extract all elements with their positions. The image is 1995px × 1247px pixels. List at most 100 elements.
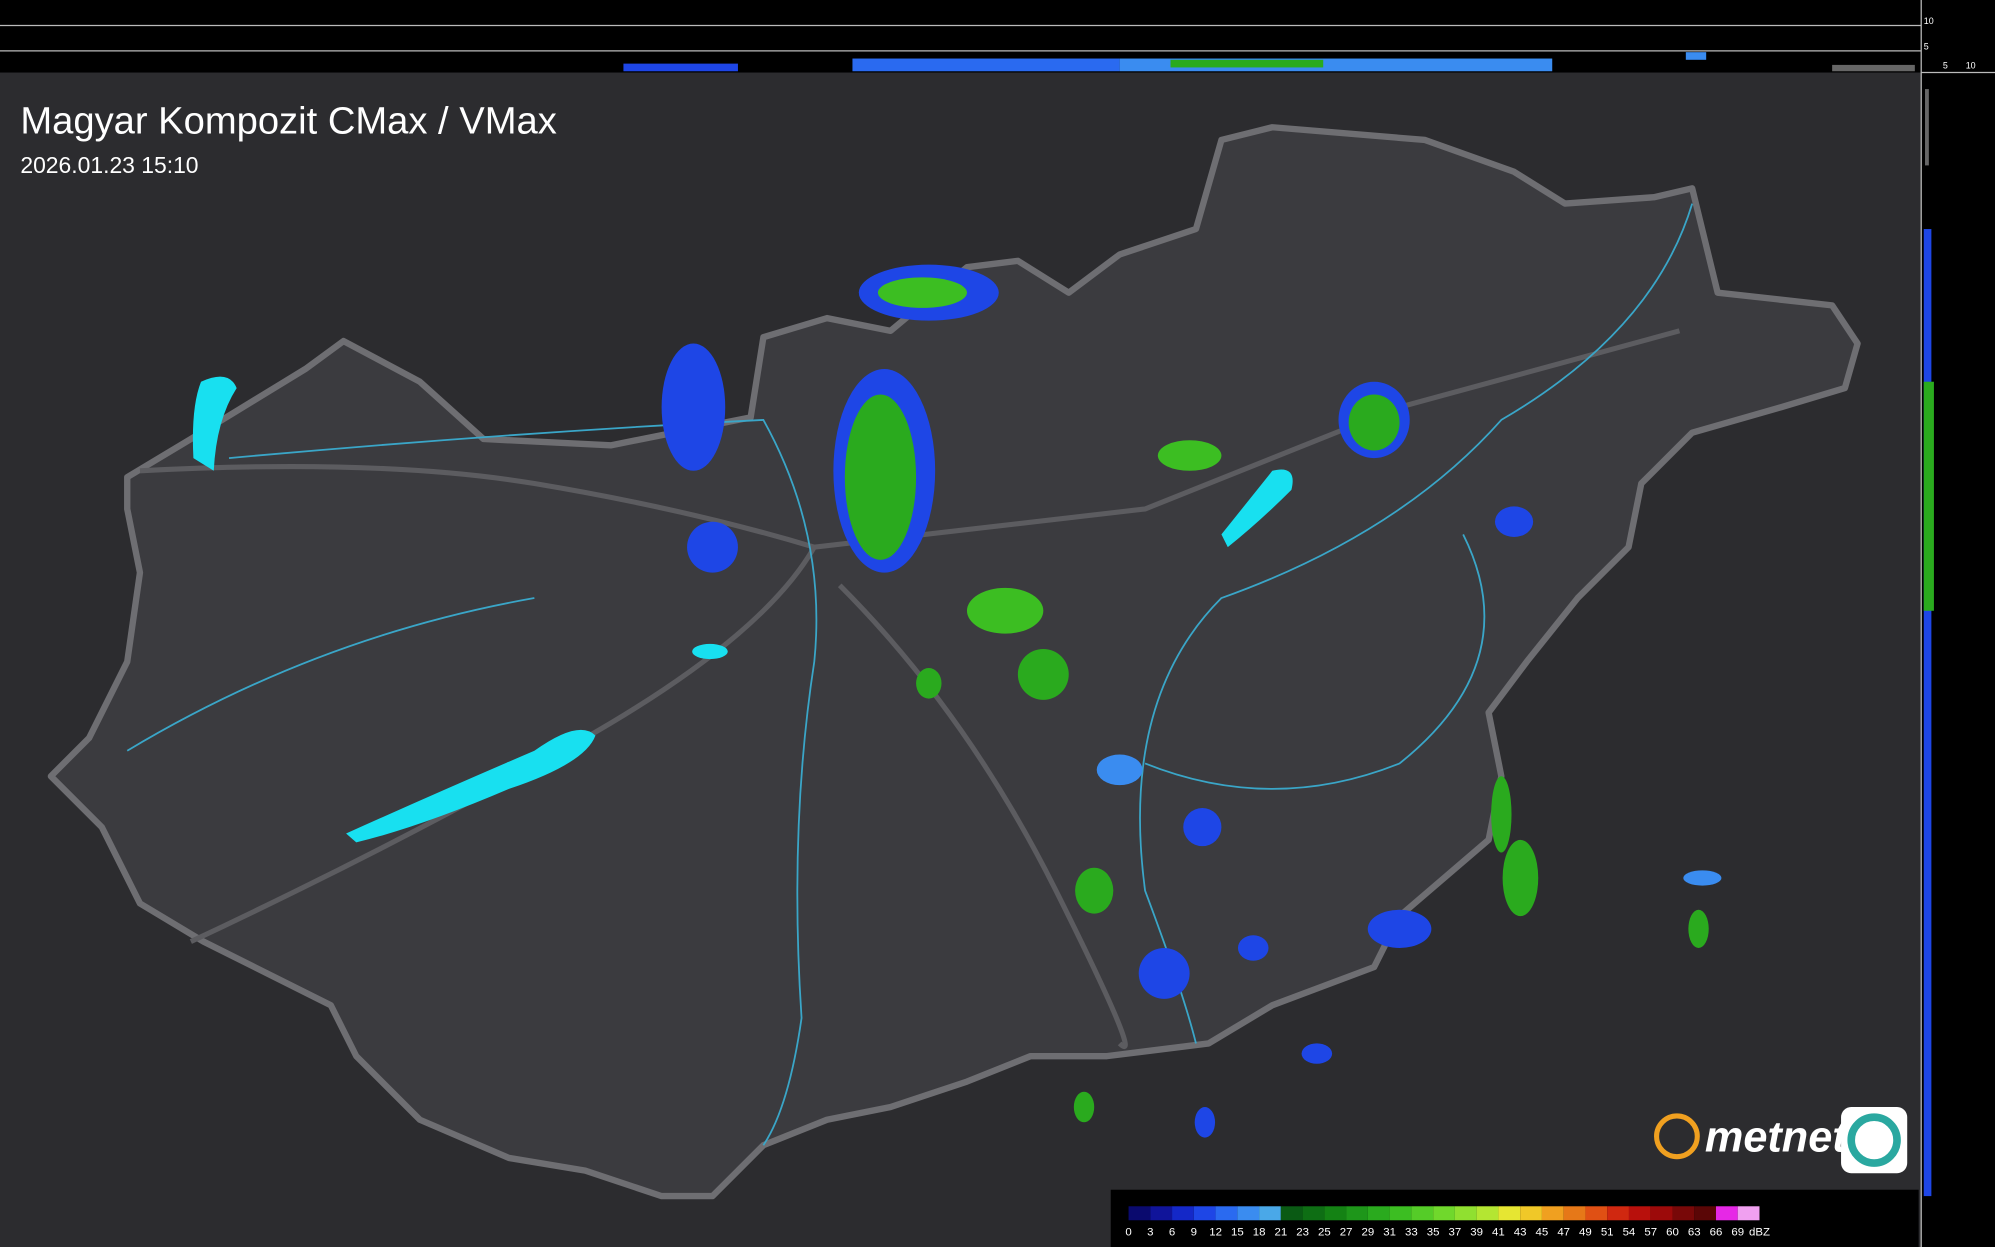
logo-text: metnet xyxy=(1705,1114,1848,1162)
echo xyxy=(1491,776,1512,853)
echo xyxy=(1494,506,1534,537)
road xyxy=(837,583,1128,1050)
echo xyxy=(1688,909,1709,948)
road xyxy=(139,328,1681,550)
legend-label: 63 xyxy=(1688,1227,1701,1239)
legend-swatch xyxy=(1585,1206,1608,1221)
legend-swatch xyxy=(1650,1206,1673,1221)
echo xyxy=(1301,1043,1333,1064)
logo: metnet xyxy=(1654,1107,1908,1174)
echo xyxy=(1194,1107,1216,1138)
echo-profile xyxy=(1923,229,1932,1197)
echo xyxy=(1096,754,1143,786)
echo xyxy=(916,668,942,699)
logo-swirl xyxy=(1847,1113,1901,1167)
legend-label: 54 xyxy=(1623,1227,1636,1239)
profile-label: 10 xyxy=(1966,61,1976,71)
echo xyxy=(1367,909,1432,948)
legend-label: 35 xyxy=(1427,1227,1440,1239)
legend-swatch xyxy=(1324,1206,1347,1221)
profile-label: 10 xyxy=(1924,16,1934,26)
echo xyxy=(1348,394,1400,451)
river xyxy=(228,418,818,1146)
legend-swatch xyxy=(1193,1206,1216,1221)
echo xyxy=(1017,648,1069,700)
echo-profile xyxy=(1685,52,1707,60)
legend-label: 15 xyxy=(1231,1227,1244,1239)
legend-swatch xyxy=(1411,1206,1434,1221)
legend-swatch xyxy=(1672,1206,1695,1221)
echo xyxy=(1683,870,1722,886)
river xyxy=(1144,534,1486,790)
legend-swatch xyxy=(1172,1206,1194,1221)
echo xyxy=(1157,440,1222,471)
legend-label: 41 xyxy=(1492,1227,1505,1239)
legend-label: 49 xyxy=(1579,1227,1592,1239)
echo-profile xyxy=(1925,89,1929,166)
legend-swatch xyxy=(1367,1206,1390,1221)
legend-swatch xyxy=(1715,1206,1738,1221)
legend-swatch xyxy=(1215,1206,1238,1221)
legend-swatch xyxy=(1498,1206,1521,1221)
legend-label: 0 xyxy=(1125,1227,1131,1239)
logo-sun xyxy=(1654,1113,1700,1160)
legend-swatch xyxy=(1389,1206,1412,1221)
legend-swatch xyxy=(1150,1206,1173,1221)
timestamp: 2026.01.23 15:10 xyxy=(20,152,198,178)
lake xyxy=(346,729,596,843)
legend-swatch xyxy=(1541,1206,1564,1221)
echo xyxy=(1183,808,1222,847)
legend-scale: 0 3 6 9 12 15 18 21 23 25 27 29 31 33 35 37 39 41 43 45 47 49… xyxy=(1125,1206,1770,1239)
legend-swatch xyxy=(1607,1206,1629,1221)
rivers xyxy=(126,203,1694,1146)
legend-swatch xyxy=(1737,1206,1760,1221)
echo-profile xyxy=(1832,64,1915,72)
echo xyxy=(877,277,967,308)
river xyxy=(1139,203,1694,1044)
legend-label: 25 xyxy=(1318,1227,1331,1239)
legend-label: 6 xyxy=(1169,1227,1175,1239)
river xyxy=(126,597,535,752)
legend-label: 45 xyxy=(1536,1227,1549,1239)
legend-label: 43 xyxy=(1514,1227,1527,1239)
echo xyxy=(1138,947,1190,999)
title: Magyar Kompozit CMax / VMax xyxy=(20,100,556,143)
lake xyxy=(192,376,237,471)
top-profile xyxy=(623,52,1915,72)
legend-label: 39 xyxy=(1470,1227,1483,1239)
legend-label: 69 xyxy=(1731,1227,1744,1239)
right-profile xyxy=(1923,89,1934,1197)
lake xyxy=(692,643,728,660)
echo-profile xyxy=(852,58,1120,72)
echo xyxy=(1075,867,1114,914)
legend-label: 31 xyxy=(1383,1227,1396,1239)
lake xyxy=(1221,469,1293,548)
echo-profile xyxy=(1170,59,1324,68)
legend-label: 9 xyxy=(1191,1227,1197,1239)
legend-swatch xyxy=(1346,1206,1368,1221)
legend-swatch xyxy=(1302,1206,1325,1221)
echo xyxy=(844,394,917,560)
legend-swatch xyxy=(1128,1206,1151,1221)
echo xyxy=(1237,935,1269,961)
echo xyxy=(661,343,726,471)
profile-label: 5 xyxy=(1924,42,1929,52)
legend-label: 60 xyxy=(1666,1227,1679,1239)
legend-label: 37 xyxy=(1449,1227,1462,1239)
legend-label: 12 xyxy=(1209,1227,1222,1239)
legend-label: 66 xyxy=(1710,1227,1723,1239)
legend-swatch xyxy=(1520,1206,1542,1221)
legend-label: 29 xyxy=(1362,1227,1375,1239)
legend-label: 23 xyxy=(1296,1227,1309,1239)
radar-echoes xyxy=(661,264,1722,1138)
legend-swatch xyxy=(1563,1206,1586,1221)
echo-profile xyxy=(1923,381,1934,611)
legend-swatch xyxy=(1433,1206,1455,1221)
echo xyxy=(1073,1091,1095,1123)
legend-swatch xyxy=(1476,1206,1499,1221)
echo xyxy=(966,587,1044,634)
legend-label: 57 xyxy=(1644,1227,1657,1239)
legend-label: 51 xyxy=(1601,1227,1614,1239)
